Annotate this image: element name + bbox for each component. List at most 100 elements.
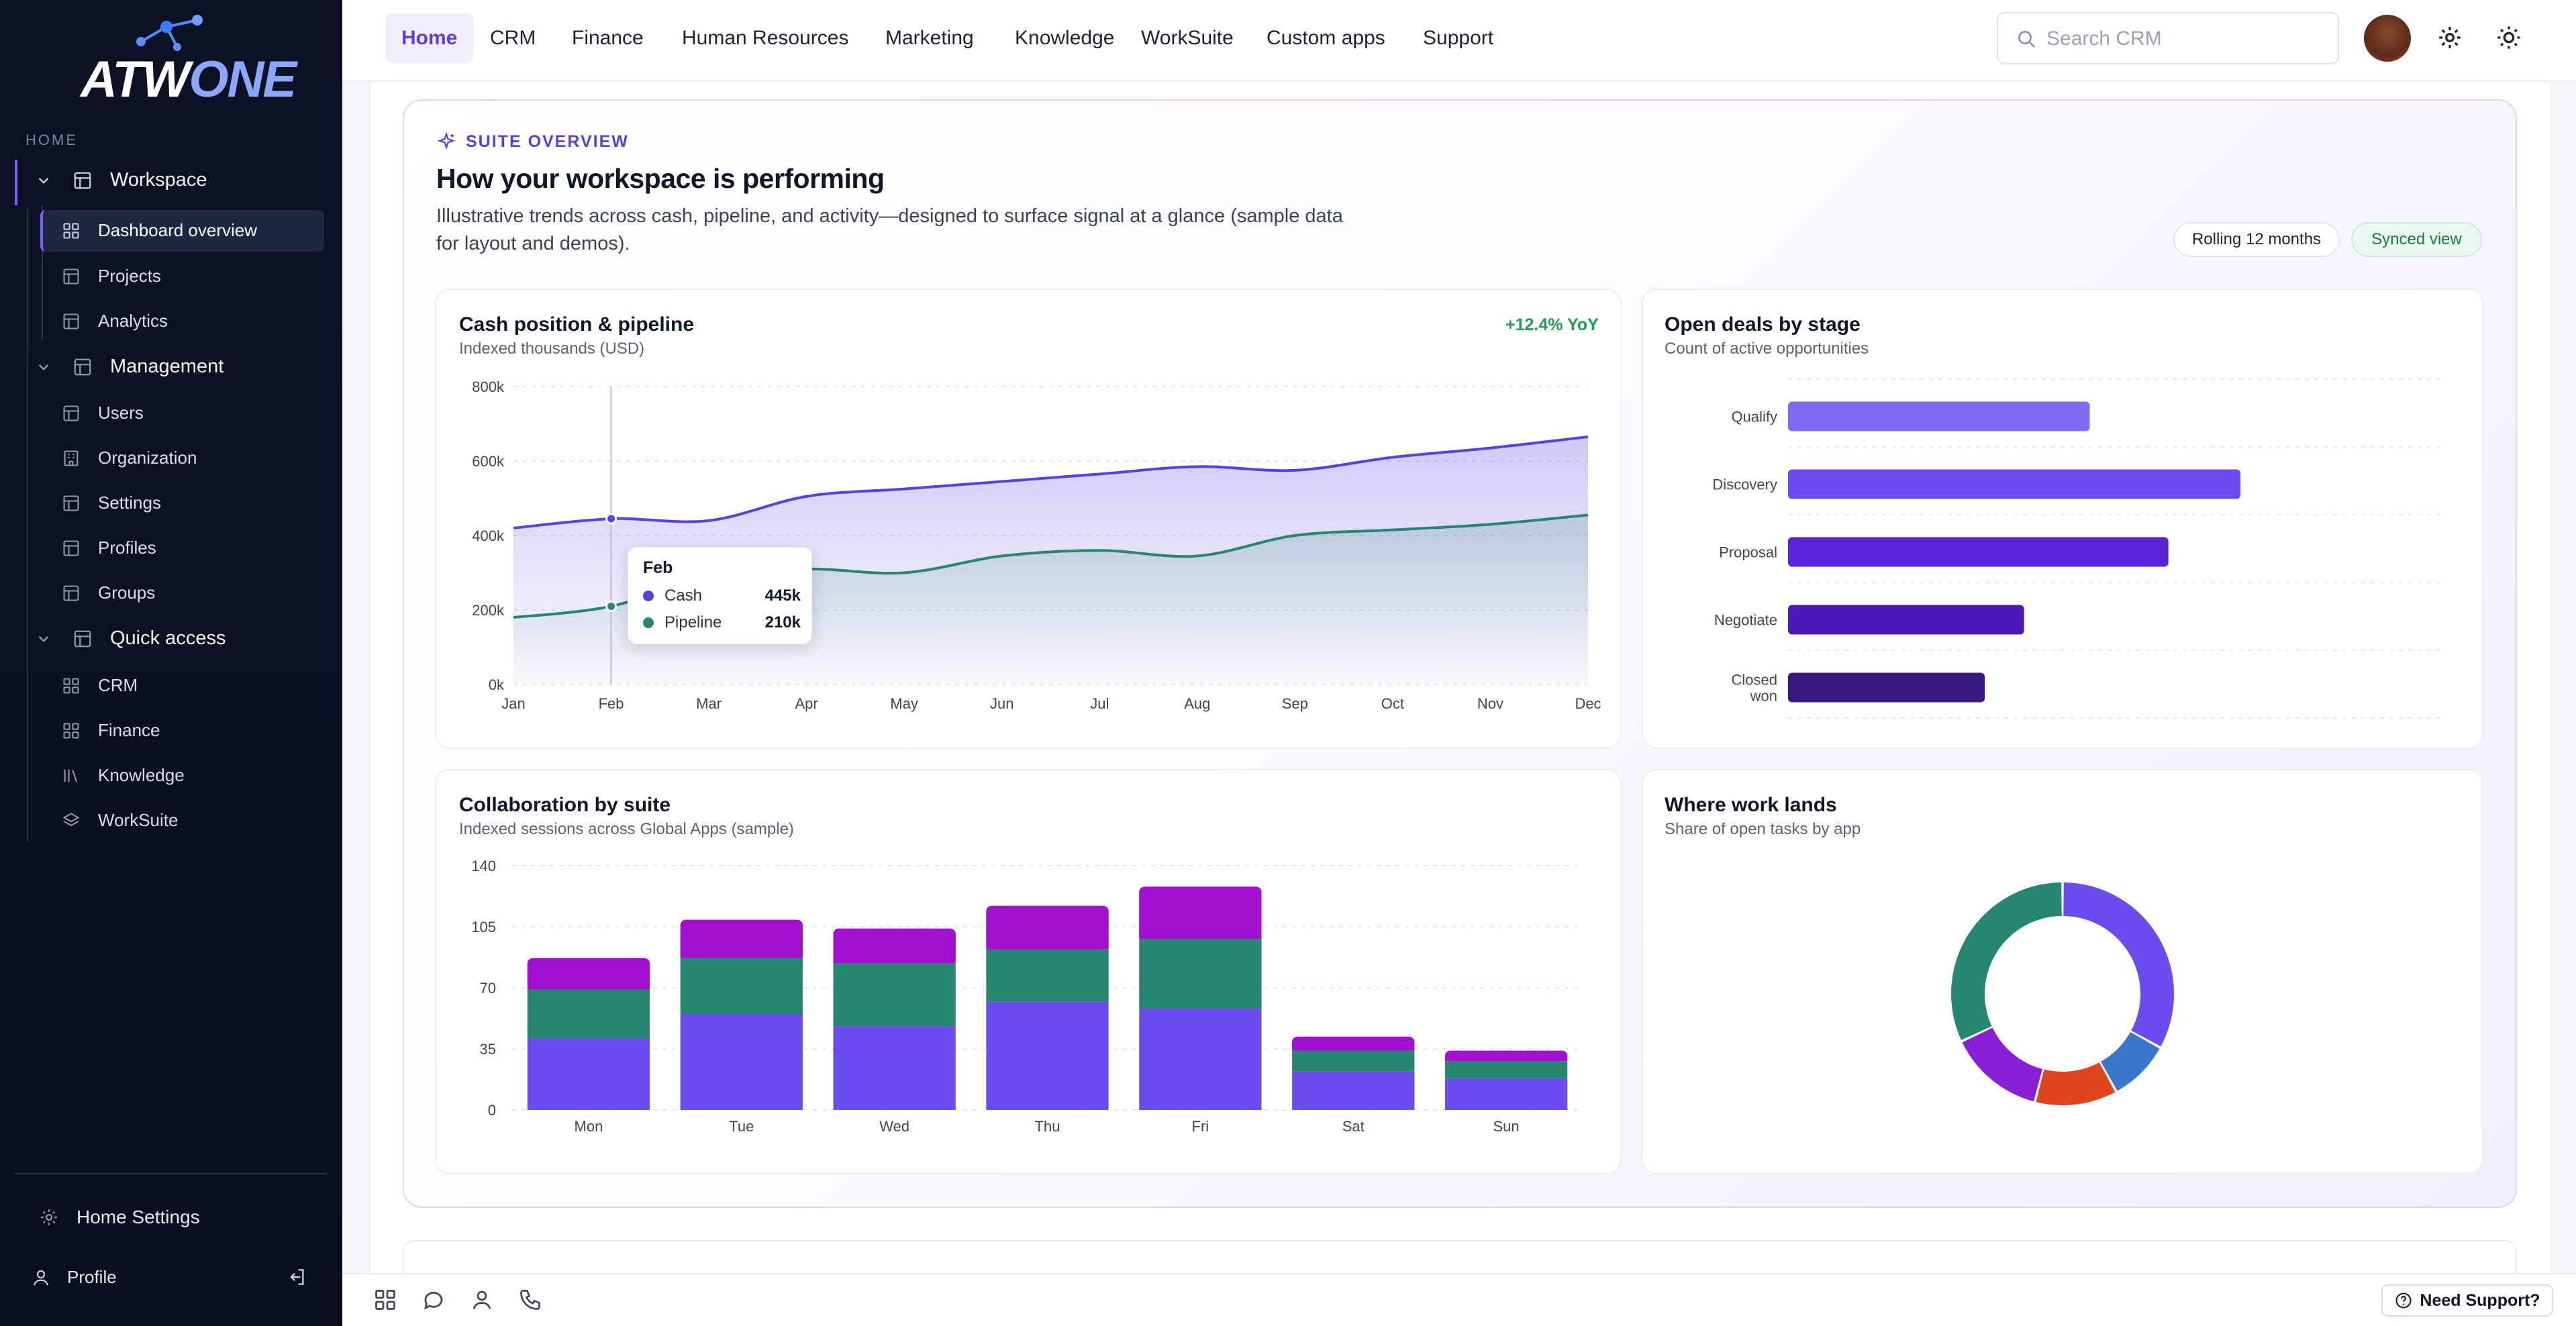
building-icon	[64, 450, 79, 466]
work-card-subtitle: Share of open tasks by app	[1665, 820, 1861, 838]
home-settings-button[interactable]: Home Settings	[39, 1207, 200, 1228]
layout-icon	[63, 405, 79, 421]
user-icon[interactable]	[470, 1288, 494, 1312]
x-tick-label: Sun	[1493, 1118, 1519, 1135]
x-tick-label: Apr	[795, 695, 818, 712]
stacked-bar-segment-fill	[1444, 1056, 1568, 1062]
nav-marketing[interactable]: Marketing	[885, 27, 974, 49]
donut-slice	[1951, 882, 2062, 1041]
work-lands-donut[interactable]	[1642, 769, 2483, 1174]
layout-icon	[74, 630, 91, 647]
x-tick-label: Dec	[1575, 695, 1601, 712]
sidebar-item-finance[interactable]: Finance	[62, 720, 160, 741]
layout-icon	[74, 172, 91, 189]
stacked-bar-segment	[1292, 1050, 1415, 1072]
bottom-bar	[342, 1273, 2576, 1326]
deals-card-title: Open deals by stage	[1665, 313, 1861, 336]
sidebar-item-organization[interactable]: Organization	[62, 448, 197, 468]
open-deals-card	[1642, 289, 2483, 749]
need-support-button[interactable]: Need Support?	[2381, 1284, 2553, 1317]
sidebar-item-label: CRM	[98, 675, 138, 695]
user-avatar[interactable]	[2364, 15, 2411, 62]
sidebar-group-workspace[interactable]: Workspace	[35, 169, 207, 191]
overview-description: Illustrative trends across cash, pipelin…	[436, 205, 1343, 254]
gear-icon	[41, 1209, 57, 1225]
chevron-down-icon	[38, 364, 49, 370]
sidebar-item-projects[interactable]: Projects	[62, 266, 161, 287]
cash-pipeline-chart[interactable]: 0k 200k 400k 600k 800k Jan Feb Mar Apr May Jun Jul A…	[435, 289, 1622, 749]
collaboration-chart[interactable]: 0 35 70 105 140 Mon Tue Wed Thu Fri Sat Sun	[435, 769, 1622, 1174]
category-label: Proposal	[1719, 544, 1777, 561]
stacked-bar-segment-fill	[527, 963, 650, 990]
sidebar-item-analytics[interactable]: Analytics	[62, 311, 168, 332]
nav-worksuite[interactable]: WorkSuite	[1141, 27, 1234, 49]
sparkle-icon	[437, 132, 456, 150]
nav-knowledge[interactable]: Knowledge	[1015, 27, 1115, 49]
stacked-bar-segment	[986, 949, 1109, 1002]
nav-home[interactable]: Home	[385, 13, 474, 63]
tooltip-row-cash: Cash 445k	[643, 586, 801, 605]
sidebar-group-quick-access[interactable]: Quick access	[35, 627, 226, 650]
stacked-bar-segment	[1139, 939, 1262, 1009]
x-tick-label: Aug	[1184, 695, 1210, 712]
layout-icon	[63, 540, 79, 556]
layers-icon	[62, 812, 80, 826]
sidebar-group-label: Management	[110, 356, 224, 377]
stacked-bar-segment	[527, 1038, 650, 1110]
tooltip-label: Pipeline	[664, 613, 722, 631]
logo-text: ATWONE	[81, 51, 297, 108]
support-label: Need Support?	[2420, 1290, 2540, 1310]
active-item-background	[40, 210, 324, 252]
sun-icon[interactable]	[2495, 24, 2522, 51]
overview-title: How your workspace is performing	[436, 163, 885, 194]
sidebar-item-crm[interactable]: CRM	[62, 675, 138, 696]
chat-icon[interactable]	[422, 1288, 446, 1312]
category-label: Discovery	[1712, 476, 1777, 493]
search-input[interactable]	[2046, 26, 2328, 52]
open-deals-chart[interactable]: Qualify Discovery Proposal Negotiate Closedw…	[1642, 289, 2483, 749]
y-tick-label: 0k	[489, 676, 505, 693]
sidebar-group-management[interactable]: Management	[35, 356, 224, 378]
stacked-bar-segment	[1444, 1061, 1568, 1079]
search-box[interactable]	[1997, 12, 2339, 64]
sidebar-item-users[interactable]: Users	[62, 403, 144, 423]
bar	[1788, 401, 2090, 431]
category-label: Qualify	[1732, 409, 1777, 425]
nav-crm[interactable]: CRM	[490, 27, 536, 49]
nav-support[interactable]: Support	[1423, 27, 1494, 49]
stacked-bar-segment	[833, 1026, 956, 1110]
tooltip-row-pipeline: Pipeline 210k	[643, 613, 801, 632]
stacked-bar-segment	[986, 1001, 1109, 1110]
logout-icon[interactable]	[286, 1266, 307, 1288]
range-pill[interactable]: Rolling 12 months	[2173, 222, 2340, 257]
y-tick-label: 800k	[472, 378, 505, 395]
collab-card-subtitle: Indexed sessions across Global Apps (sam…	[459, 820, 794, 838]
sidebar-item-profiles[interactable]: Profiles	[62, 538, 156, 558]
phone-icon[interactable]	[518, 1288, 542, 1312]
sidebar-item-label: Finance	[98, 720, 160, 740]
series-dot	[643, 591, 654, 601]
sidebar-item-knowledge[interactable]: Knowledge	[62, 765, 185, 786]
x-tick-label: Fri	[1192, 1118, 1209, 1135]
profile-button[interactable]: Profile	[31, 1267, 117, 1288]
nav-human-resources[interactable]: Human Resources	[682, 27, 849, 49]
brand-logo[interactable]: ATWONE	[81, 13, 297, 108]
sidebar-item-label: Dashboard overview	[98, 220, 258, 240]
nav-custom-apps[interactable]: Custom apps	[1267, 27, 1385, 49]
nav-finance[interactable]: Finance	[572, 27, 644, 49]
bar	[1788, 672, 1985, 703]
sidebar-item-groups[interactable]: Groups	[62, 582, 155, 603]
category-label: Closed	[1732, 672, 1777, 688]
donut-slice	[2036, 1062, 2116, 1105]
sidebar-item-dashboard-overview[interactable]: Dashboard overview	[62, 220, 257, 241]
apps-grid-icon[interactable]	[373, 1288, 397, 1312]
tooltip-title: Feb	[643, 558, 673, 577]
x-tick-label: Wed	[879, 1118, 909, 1135]
y-tick-label: 105	[471, 919, 496, 935]
gear-icon[interactable]	[2436, 24, 2463, 51]
overview-eyebrow: SUITE OVERVIEW	[436, 132, 629, 152]
sidebar-item-settings[interactable]: Settings	[62, 493, 161, 513]
sync-pill[interactable]: Synced view	[2351, 222, 2482, 257]
sidebar-item-worksuite[interactable]: WorkSuite	[62, 810, 178, 831]
layout-icon	[74, 358, 91, 375]
